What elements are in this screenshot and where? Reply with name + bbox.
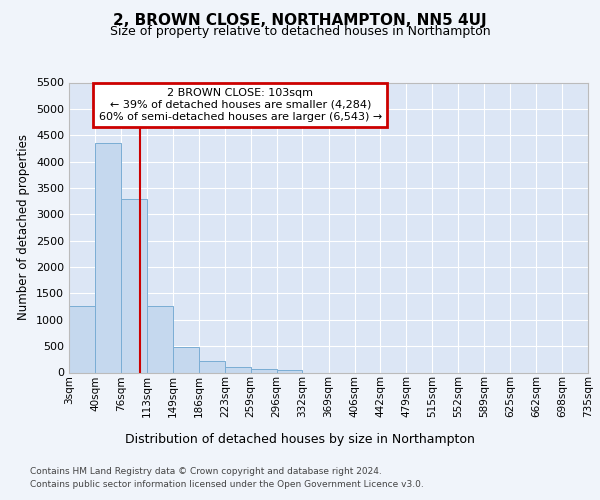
Bar xyxy=(69,306,95,372)
Text: Contains public sector information licensed under the Open Government Licence v3: Contains public sector information licen… xyxy=(30,480,424,489)
Bar xyxy=(251,369,277,372)
Bar xyxy=(173,346,199,372)
Y-axis label: Number of detached properties: Number of detached properties xyxy=(17,134,31,320)
Text: Size of property relative to detached houses in Northampton: Size of property relative to detached ho… xyxy=(110,25,490,38)
Text: 2, BROWN CLOSE, NORTHAMPTON, NN5 4UJ: 2, BROWN CLOSE, NORTHAMPTON, NN5 4UJ xyxy=(113,12,487,28)
Text: 2 BROWN CLOSE: 103sqm
← 39% of detached houses are smaller (4,284)
60% of semi-d: 2 BROWN CLOSE: 103sqm ← 39% of detached … xyxy=(98,88,382,122)
Bar xyxy=(225,367,251,372)
Text: Distribution of detached houses by size in Northampton: Distribution of detached houses by size … xyxy=(125,432,475,446)
Bar xyxy=(199,361,225,372)
Bar xyxy=(147,306,173,372)
Text: Contains HM Land Registry data © Crown copyright and database right 2024.: Contains HM Land Registry data © Crown c… xyxy=(30,468,382,476)
Bar xyxy=(121,198,147,372)
Bar xyxy=(95,143,121,372)
Bar xyxy=(277,370,302,372)
